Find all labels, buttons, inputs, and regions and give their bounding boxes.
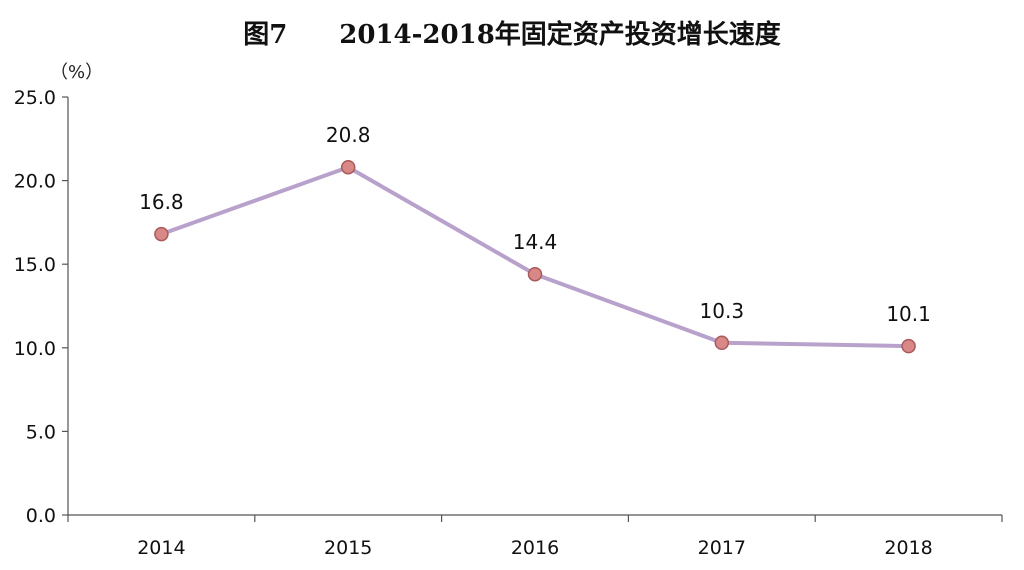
x-tick-label: 2016	[511, 537, 559, 559]
x-tick-label: 2014	[137, 537, 185, 559]
y-tick-label: 15.0	[14, 254, 56, 276]
chart-title: 图7 2014-2018年固定资产投资增长速度	[243, 20, 781, 50]
y-tick-label: 20.0	[14, 171, 56, 193]
series-line	[160, 165, 909, 349]
y-tick-label: 5.0	[26, 421, 56, 443]
x-tick-label: 2017	[698, 537, 746, 559]
y-tick-label: 10.0	[14, 338, 56, 360]
data-label: 16.8	[139, 190, 184, 214]
x-tick-label: 2018	[884, 537, 932, 559]
data-point	[340, 159, 356, 175]
data-point	[154, 226, 169, 242]
data-label: 20.8	[326, 123, 371, 147]
x-tick-label: 2015	[324, 537, 372, 559]
data-label: 14.4	[513, 230, 558, 254]
y-tick-label: 25.0	[14, 87, 56, 109]
data-point	[901, 338, 916, 354]
data-label: 10.1	[886, 302, 931, 326]
data-point	[527, 266, 543, 282]
y-tick-label: 0.0	[26, 505, 56, 527]
data-label: 10.3	[700, 299, 745, 323]
y-axis-unit-label: （%）	[50, 62, 104, 83]
data-point	[714, 335, 730, 351]
